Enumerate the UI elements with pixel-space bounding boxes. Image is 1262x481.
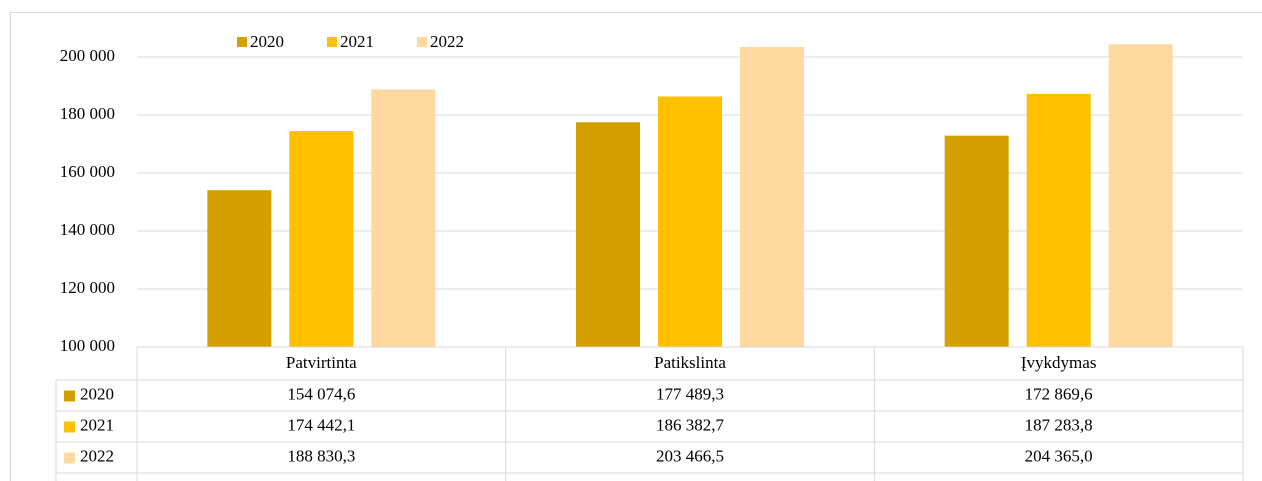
y-tick-label: 180 000 <box>60 104 115 123</box>
x-tick-label: Įvykdymas <box>1021 353 1097 372</box>
chart-border <box>10 12 1262 481</box>
x-tick-label: Patvirtinta <box>286 353 357 372</box>
legend-label: 2020 <box>250 32 284 51</box>
bar <box>207 190 272 347</box>
bar <box>576 122 640 347</box>
bar <box>658 96 722 347</box>
legend-label: 2021 <box>340 32 374 51</box>
y-tick-label: 200 000 <box>60 46 115 65</box>
legend-label: 2022 <box>430 32 464 51</box>
bar <box>740 46 804 348</box>
y-tick-label: 160 000 <box>60 162 115 181</box>
table-value: 174 442,1 <box>287 415 355 434</box>
table-value: 204 365,0 <box>1025 446 1093 465</box>
table-value: 187 283,8 <box>1025 415 1093 434</box>
table-row-label: 2020 <box>80 384 114 403</box>
legend-swatch <box>237 37 247 47</box>
y-tick-label: 100 000 <box>60 336 115 355</box>
legend-swatch <box>417 37 427 47</box>
table-row-label: 2022 <box>80 446 114 465</box>
bar <box>371 89 436 348</box>
y-tick-label: 140 000 <box>60 220 115 239</box>
table-value: 177 489,3 <box>656 384 724 403</box>
bar <box>944 135 1009 347</box>
table-value: 154 074,6 <box>287 384 355 403</box>
table-value: 186 382,7 <box>656 415 725 434</box>
x-tick-label: Patikslinta <box>654 353 726 372</box>
y-tick-label: 120 000 <box>60 278 115 297</box>
table-value: 188 830,3 <box>287 446 355 465</box>
legend-swatch <box>327 37 337 47</box>
table-legend-swatch <box>64 421 75 433</box>
bar <box>1108 44 1173 348</box>
table-legend-swatch <box>64 452 75 464</box>
bar <box>1026 93 1091 347</box>
bar <box>289 131 354 347</box>
table-legend-swatch <box>64 390 75 402</box>
table-value: 203 466,5 <box>656 446 724 465</box>
table-value: 172 869,6 <box>1025 384 1093 403</box>
table-row-label: 2021 <box>80 415 114 434</box>
